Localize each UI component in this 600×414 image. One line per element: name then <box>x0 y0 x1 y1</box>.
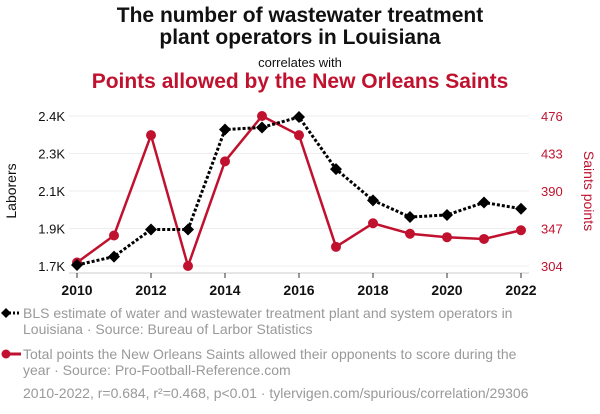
series-1-point <box>367 194 379 207</box>
x-tick-label: 2016 <box>283 282 314 298</box>
right-tick-label: 390 <box>541 184 563 199</box>
series-2-point <box>516 225 526 236</box>
series-1-point <box>293 111 305 124</box>
title-line-2: plant operators in Louisiana <box>159 26 441 49</box>
chart-title: The number of wastewater treatment plant… <box>0 5 600 49</box>
right-tick-label: 476 <box>541 109 563 124</box>
legend-diamond-icon <box>1 308 21 318</box>
series-1-point <box>404 211 416 224</box>
series-1-point <box>145 223 157 236</box>
legend-label-1b: Louisiana · Source: Bureau of Larbor Sta… <box>23 321 313 337</box>
x-tick-label: 2022 <box>505 282 536 298</box>
x-tick-label: 2014 <box>209 282 240 298</box>
left-tick-label: 1.7K <box>38 259 65 274</box>
series-1-point <box>515 202 527 215</box>
title-line-1: The number of wastewater treatment <box>116 4 484 27</box>
series-1-point <box>478 196 490 209</box>
left-tick-label: 2.1K <box>38 184 65 199</box>
series-2-point <box>109 230 119 241</box>
series-1-point <box>256 121 268 134</box>
legend-item-2: Total points the New Orleans Saints allo… <box>1 346 583 378</box>
x-tick-label: 2012 <box>135 282 166 298</box>
series-2-point <box>479 233 489 244</box>
right-tick-label: 433 <box>541 147 563 162</box>
subtitle: correlates with <box>258 55 342 70</box>
chart-title-2: Points allowed by the New Orleans Saints <box>91 70 509 93</box>
left-tick-label: 2.3K <box>38 147 65 162</box>
right-axis-label: Saints points <box>581 151 597 231</box>
series-2-point <box>183 261 193 271</box>
footer-stats: 2010-2022, r=0.684, r²=0.468, p<0.01 · t… <box>23 385 529 401</box>
left-axis-label: Laborers <box>3 163 19 218</box>
series-1-point <box>71 258 83 271</box>
legend-item-1: BLS estimate of water and wastewater tre… <box>1 305 583 337</box>
x-tick-label: 2020 <box>431 282 462 298</box>
series-1-point <box>108 250 120 263</box>
x-tick-label: 2010 <box>61 282 92 298</box>
right-tick-label: 347 <box>541 222 563 237</box>
series-2-point <box>220 156 230 167</box>
series-2-point <box>368 218 378 229</box>
left-tick-label: 2.4K <box>38 109 65 124</box>
series-2-point <box>294 130 304 141</box>
legend-circle-icon <box>1 349 21 359</box>
series-2-point <box>257 111 267 121</box>
series-2-point <box>146 130 156 141</box>
legend-label-1a: BLS estimate of water and wastewater tre… <box>23 305 513 321</box>
series-1-point <box>441 208 453 221</box>
series-1-point <box>219 123 231 136</box>
left-tick-label: 1.9K <box>38 222 65 237</box>
legend-label-2a: Total points the New Orleans Saints allo… <box>23 346 517 362</box>
series-2-point <box>331 241 341 252</box>
chart: 1.7K 304 1.9K 347 2.1K 390 2.3K 433 2.4K 476 2010 2… <box>3 109 597 298</box>
x-tick-label: 2018 <box>357 282 388 298</box>
series-1-point <box>182 223 194 236</box>
series-2-point <box>405 228 415 239</box>
series-2-point <box>442 232 452 243</box>
legend-label-2b: year · Source: Pro-Football-Reference.co… <box>23 362 291 378</box>
right-tick-label: 304 <box>541 259 563 274</box>
series-1-point <box>330 163 342 176</box>
